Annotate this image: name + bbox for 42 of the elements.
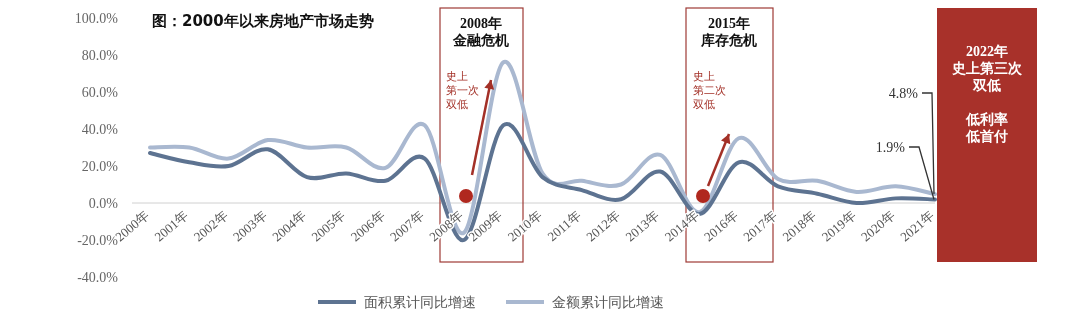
annotation: 金融危机 [452, 33, 509, 48]
text: 史上第三次 [952, 61, 1023, 76]
annotation: 双低 [693, 98, 715, 111]
text: 低利率 [965, 111, 1008, 127]
x-tick-label: 2013年 [622, 207, 663, 245]
y-tick-label: -40.0% [77, 270, 119, 285]
x-tick-label: 2018年 [779, 207, 820, 245]
annotation: 史上 [446, 70, 468, 83]
y-tick-label: 100.0% [74, 11, 119, 26]
x-tick-label: 2001年 [151, 207, 192, 245]
data-label: 1.9% [875, 140, 906, 155]
y-tick-label: 0.0% [88, 196, 119, 211]
text: 2022年 [966, 44, 1008, 59]
x-tick-label: 2009年 [465, 207, 506, 245]
y-tick-label: 60.0% [81, 85, 119, 100]
text: 低首付 [965, 129, 1008, 144]
x-tick-label: 2003年 [230, 207, 270, 245]
legend-label: 面积累计同比增速 [364, 294, 476, 310]
annotation: 第二次 [693, 84, 726, 97]
annotation: 第一次 [446, 84, 479, 97]
annotation: 双低 [446, 98, 468, 111]
legend-label: 金额累计同比增速 [552, 294, 664, 310]
y-tick-label: 40.0% [81, 122, 119, 137]
x-tick-label: 2008年 [426, 207, 466, 245]
chart-title: 图：2000年以来房地产市场走势 [152, 12, 374, 30]
annotation: 库存危机 [700, 32, 757, 48]
x-tick-label: 2010年 [504, 207, 545, 245]
data-label: 4.8% [888, 86, 919, 101]
x-tick-label: 2012年 [583, 207, 623, 245]
x-tick-label: 2002年 [190, 207, 231, 245]
annotation: 2008年 [460, 16, 502, 31]
y-tick-label: 20.0% [81, 159, 119, 174]
x-tick-label: 2014年 [661, 207, 702, 245]
x-tick-label: 2020年 [858, 207, 898, 245]
annotation: 史上 [693, 70, 715, 83]
text: 双低 [972, 78, 1001, 93]
annotation: 2015年 [708, 16, 750, 31]
x-tick-label: 2011年 [544, 207, 584, 245]
x-tick-label: 2019年 [818, 207, 859, 245]
x-tick-label: 2004年 [269, 207, 309, 245]
x-tick-label: 2021年 [897, 207, 937, 245]
y-tick-label: 80.0% [81, 48, 119, 63]
